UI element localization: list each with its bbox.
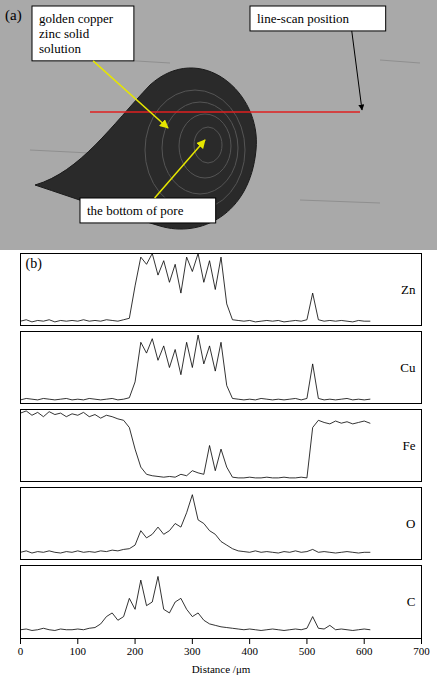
svg-text:Fe: Fe (403, 438, 416, 453)
svg-text:Cu: Cu (400, 360, 416, 375)
svg-text:line-scan position: line-scan position (257, 11, 350, 26)
svg-text:C: C (407, 594, 416, 609)
svg-text:Zn: Zn (401, 282, 416, 297)
svg-text:500: 500 (299, 645, 316, 657)
svg-text:700: 700 (413, 645, 430, 657)
svg-text:100: 100 (70, 645, 87, 657)
svg-text:O: O (406, 516, 415, 531)
svg-text:300: 300 (184, 645, 201, 657)
svg-text:the bottom of pore: the bottom of pore (87, 203, 184, 218)
svg-text:600: 600 (356, 645, 373, 657)
svg-text:400: 400 (241, 645, 258, 657)
svg-text:(b): (b) (26, 256, 43, 272)
svg-text:golden copperzinc solidsolutio: golden copperzinc solidsolution (39, 11, 114, 56)
svg-text:200: 200 (127, 645, 144, 657)
svg-text:0: 0 (18, 645, 24, 657)
svg-text:Distance /μm: Distance /μm (192, 663, 251, 675)
svg-text:(a): (a) (5, 7, 22, 24)
